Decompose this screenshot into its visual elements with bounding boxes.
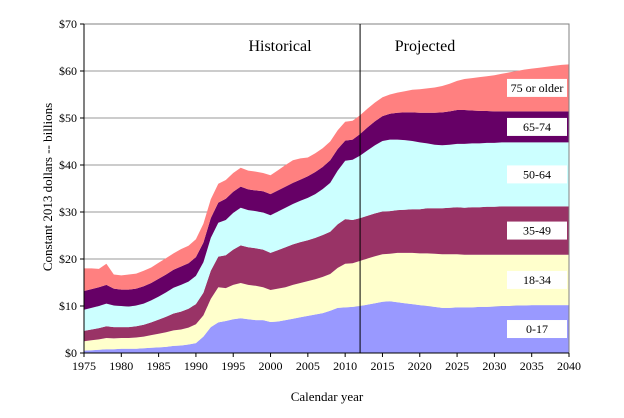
- y-tick-label: $20: [59, 252, 77, 266]
- legend-item-18-34: 18-34: [507, 270, 567, 289]
- legend-item-75-or-older: 75 or older: [507, 78, 567, 97]
- legend-box: [507, 165, 567, 184]
- y-tick-label: $10: [59, 299, 77, 313]
- legend-item-35-49: 35-49: [507, 221, 567, 240]
- legend-label: 18-34: [523, 273, 551, 287]
- x-tick-label: 1995: [221, 359, 245, 373]
- legend-box: [507, 320, 567, 339]
- legend-item-50-64: 50-64: [507, 165, 567, 184]
- x-tick-label: 1990: [184, 359, 208, 373]
- x-tick-label: 2035: [520, 359, 544, 373]
- area-50-64: [84, 139, 569, 331]
- x-tick-label: 2010: [333, 359, 357, 373]
- x-tick-label: 2020: [408, 359, 432, 373]
- area-75-or-older: [84, 64, 569, 292]
- legend-box: [507, 270, 567, 289]
- legend-box: [507, 117, 567, 136]
- historical-label: Historical: [248, 38, 312, 55]
- area-18-34: [84, 252, 569, 351]
- legend-box: [507, 78, 567, 97]
- legend-item-0-17: 0-17: [507, 320, 567, 339]
- y-tick-label: $50: [59, 111, 77, 125]
- legend-item-65-74: 65-74: [507, 117, 567, 136]
- y-tick-label: $30: [59, 205, 77, 219]
- y-tick-label: $0: [65, 346, 77, 360]
- x-axis-title: Calendar year: [291, 389, 364, 404]
- x-tick-label: 2005: [296, 359, 320, 373]
- legend-label: 75 or older: [511, 81, 564, 95]
- y-tick-label: $70: [59, 17, 77, 31]
- legend-label: 50-64: [523, 167, 551, 181]
- y-tick-label: $60: [59, 64, 77, 78]
- legend-label: 0-17: [526, 322, 548, 336]
- area-0-17: [84, 301, 569, 353]
- legend-box: [507, 221, 567, 240]
- area-35-49: [84, 206, 569, 342]
- x-tick-label: 2000: [259, 359, 283, 373]
- x-tick-label: 1980: [109, 359, 133, 373]
- area-series: [84, 64, 569, 353]
- plot-frame: [80, 23, 570, 357]
- x-tick-label: 1985: [147, 359, 171, 373]
- y-axis-title: Constant 2013 dollars -- billions: [40, 103, 55, 271]
- x-tick-label: 2030: [482, 359, 506, 373]
- y-tick-label: $40: [59, 158, 77, 172]
- x-tick-label: 2025: [445, 359, 469, 373]
- legend-label: 35-49: [523, 224, 551, 238]
- x-tick-label: 2040: [557, 359, 581, 373]
- x-tick-label: 2015: [370, 359, 394, 373]
- x-tick-label: 1975: [72, 359, 96, 373]
- projected-label: Projected: [395, 38, 455, 55]
- labels: Historical Projected Calendar year Const…: [40, 17, 581, 404]
- legend-label: 65-74: [523, 120, 551, 134]
